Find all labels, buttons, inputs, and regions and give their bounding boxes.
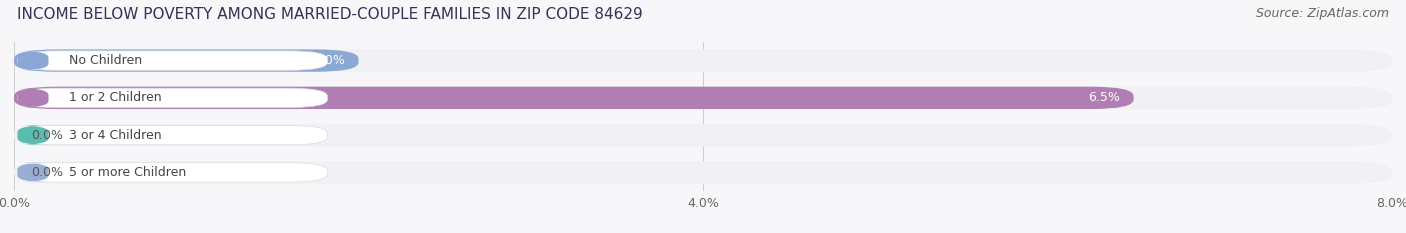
FancyBboxPatch shape [17, 51, 328, 70]
FancyBboxPatch shape [14, 124, 1392, 146]
FancyBboxPatch shape [14, 49, 359, 72]
Text: 3 or 4 Children: 3 or 4 Children [69, 129, 162, 142]
Text: No Children: No Children [69, 54, 142, 67]
Text: INCOME BELOW POVERTY AMONG MARRIED-COUPLE FAMILIES IN ZIP CODE 84629: INCOME BELOW POVERTY AMONG MARRIED-COUPL… [17, 7, 643, 22]
Text: 0.0%: 0.0% [31, 166, 63, 179]
Text: 5 or more Children: 5 or more Children [69, 166, 187, 179]
FancyBboxPatch shape [14, 49, 1392, 72]
FancyBboxPatch shape [17, 88, 48, 108]
FancyBboxPatch shape [17, 125, 328, 145]
Text: Source: ZipAtlas.com: Source: ZipAtlas.com [1256, 7, 1389, 20]
Text: 1 or 2 Children: 1 or 2 Children [69, 91, 162, 104]
Text: 0.0%: 0.0% [31, 129, 63, 142]
FancyBboxPatch shape [14, 87, 1133, 109]
FancyBboxPatch shape [17, 51, 48, 70]
FancyBboxPatch shape [17, 163, 328, 182]
FancyBboxPatch shape [17, 88, 328, 108]
FancyBboxPatch shape [14, 161, 1392, 184]
FancyBboxPatch shape [17, 125, 48, 145]
FancyBboxPatch shape [17, 163, 48, 182]
Text: 6.5%: 6.5% [1088, 91, 1119, 104]
Text: 2.0%: 2.0% [314, 54, 344, 67]
FancyBboxPatch shape [14, 87, 1392, 109]
